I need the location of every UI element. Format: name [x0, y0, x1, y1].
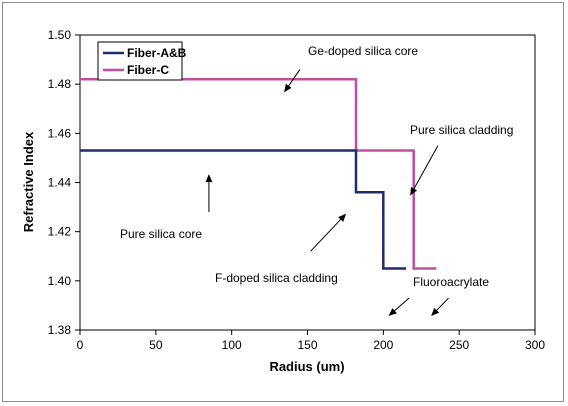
- y-tick-label: 1.42: [48, 225, 72, 239]
- chart-frame: [2, 2, 564, 402]
- x-axis-title: Radius (um): [269, 359, 344, 374]
- annotation-arrow: [388, 297, 410, 316]
- x-tick-label: 50: [149, 338, 163, 352]
- legend-box: [97, 41, 183, 81]
- annotation-pure-silica-core: Pure silica core: [120, 227, 202, 241]
- annotation-arrow: [410, 145, 439, 196]
- x-tick-label: 150: [297, 338, 317, 352]
- y-tick-label: 1.46: [48, 126, 72, 140]
- annotation-arrow: [431, 297, 449, 316]
- y-tick-label: 1.40: [48, 274, 72, 288]
- x-tick-label: 200: [373, 338, 393, 352]
- annotation-fluoroacrylate: Fluoroacrylate: [413, 275, 489, 289]
- legend-label: Fiber-A&B: [127, 46, 187, 60]
- y-tick-label: 1.50: [48, 28, 72, 42]
- x-tick-label: 300: [525, 338, 545, 352]
- annotation-ge-doped-silica-core: Ge-doped silica core: [308, 44, 418, 58]
- x-tick-label: 250: [449, 338, 469, 352]
- annotation-pure-silica-cladding: Pure silica cladding: [410, 123, 513, 137]
- axis-ticks: 0 50 100 150 200 250 300 1.38 1.40 1.42 1.44 1.46 1.…: [48, 28, 546, 352]
- y-tick-label: 1.38: [48, 323, 72, 337]
- x-tick-label: 100: [222, 338, 242, 352]
- x-tick-label: 0: [77, 338, 84, 352]
- series-line-fiber-c: [80, 78, 437, 270]
- series-lines: [80, 78, 437, 270]
- y-tick-label: 1.44: [48, 176, 72, 190]
- legend-label: Fiber-C: [127, 63, 169, 77]
- annotation-f-doped-silica-cladding: F-doped silica cladding: [215, 271, 338, 285]
- y-tick-label: 1.48: [48, 77, 72, 91]
- annotation-arrow: [310, 213, 347, 252]
- annotation-arrow: [284, 69, 301, 93]
- annotations: Ge-doped silica core Pure silica cladding…: [120, 44, 513, 316]
- y-axis-title: Refractive Index: [21, 131, 36, 232]
- legend: Fiber-A&B Fiber-C: [97, 41, 187, 81]
- series-line-fiber-a-b: [80, 149, 407, 270]
